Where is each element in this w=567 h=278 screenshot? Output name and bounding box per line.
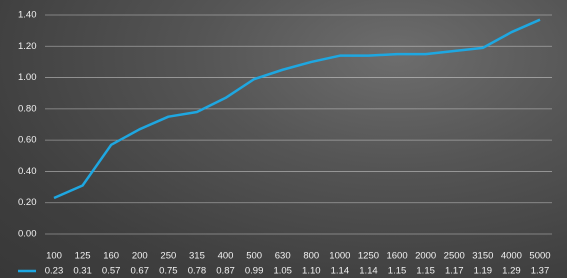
data-label: 1.10 [302,266,321,277]
x-tick-label: 3150 [472,251,493,262]
data-label: 1.19 [474,266,493,277]
data-label: 1.15 [416,266,435,277]
x-tick-label: 315 [189,251,205,262]
data-label: 1.15 [388,266,407,277]
data-label: 0.31 [73,266,92,277]
data-label: 0.23 [45,266,64,277]
x-tick-label: 160 [103,251,119,262]
data-label: 0.57 [102,266,121,277]
data-label: 0.78 [188,266,207,277]
x-tick-label: 1250 [358,251,379,262]
y-tick-label: 0.60 [18,135,37,146]
x-tick-label: 200 [132,251,148,262]
x-tick-label: 2000 [415,251,436,262]
y-tick-label: 0.20 [18,197,37,208]
x-tick-label: 4000 [501,251,522,262]
x-tick-label: 250 [160,251,176,262]
data-label: 0.87 [216,266,235,277]
chart: 0.00 0.20 0.40 0.60 0.80 1.00 1.20 1.40 100 125 16… [0,0,567,278]
data-label: 1.05 [273,266,292,277]
data-label: 0.75 [159,266,178,277]
y-tick-label: 0.40 [18,166,37,177]
y-tick-label: 1.20 [18,41,37,52]
y-tick-label: 1.40 [18,10,37,21]
x-tick-label: 2500 [444,251,465,262]
data-label: 1.14 [331,266,350,277]
x-tick-label: 125 [75,251,91,262]
y-tick-label: 0.80 [18,103,37,114]
data-label: 1.29 [502,266,521,277]
y-tick-label: 1.00 [18,72,37,83]
data-label: 1.14 [359,266,378,277]
x-tick-label: 1000 [329,251,350,262]
x-tick-label: 100 [46,251,62,262]
data-label: 1.37 [531,266,550,277]
x-tick-label: 1600 [386,251,407,262]
data-label: 1.17 [445,266,464,277]
x-tick-label: 5000 [529,251,550,262]
x-tick-label: 400 [218,251,234,262]
x-tick-label: 800 [303,251,319,262]
data-label: 0.67 [131,266,150,277]
x-tick-label: 500 [246,251,262,262]
data-label: 0.99 [245,266,264,277]
y-tick-label: 0.00 [18,229,37,240]
x-tick-label: 630 [275,251,291,262]
chart-container: 0.00 0.20 0.40 0.60 0.80 1.00 1.20 1.40 100 125 16… [0,0,567,278]
